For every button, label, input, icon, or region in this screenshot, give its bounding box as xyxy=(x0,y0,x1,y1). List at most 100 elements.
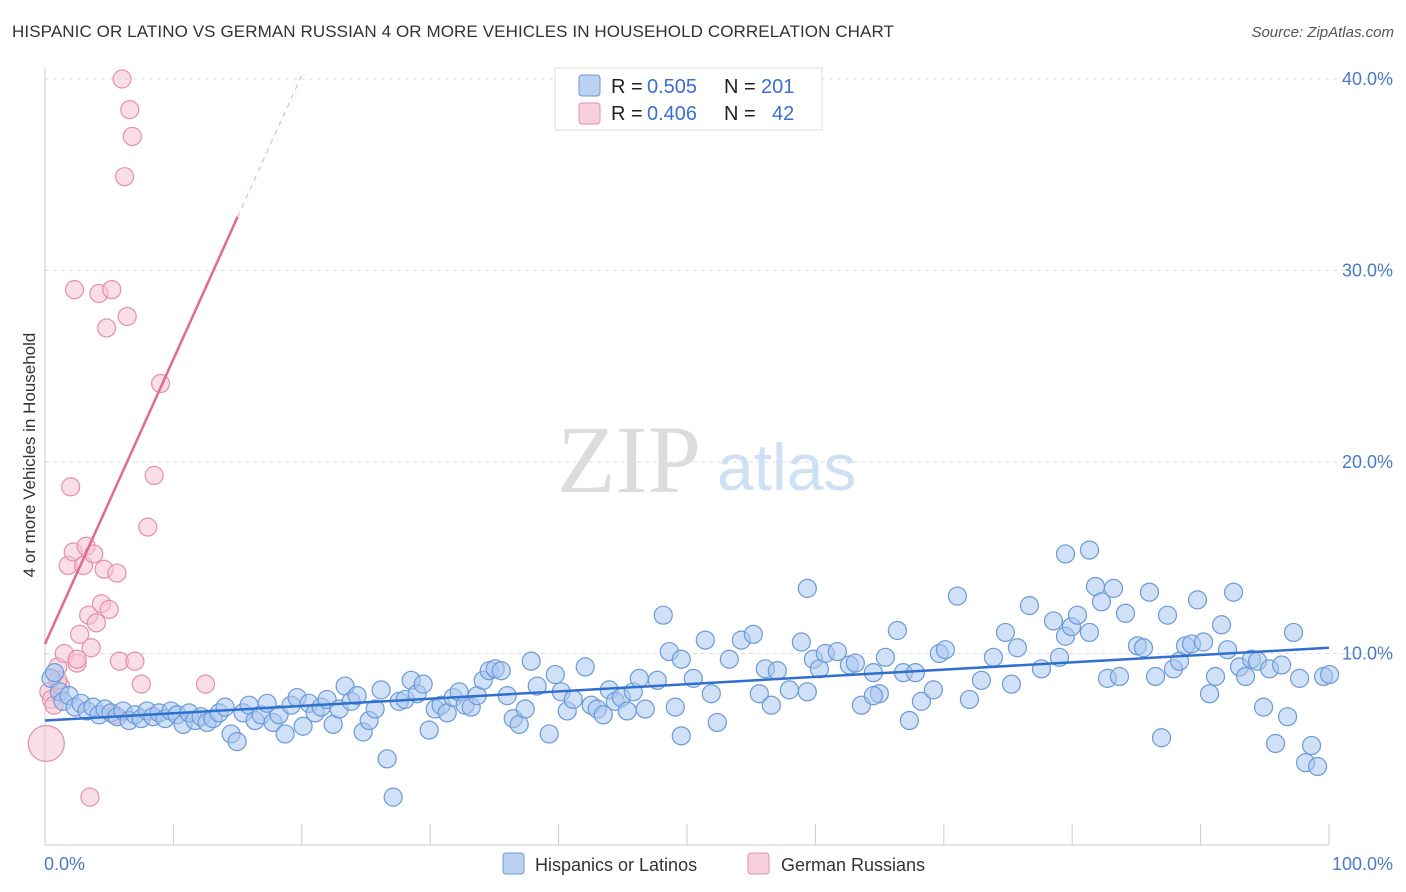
german-russians-point-35 xyxy=(131,674,151,694)
hispanics-point-140 xyxy=(995,622,1016,643)
hispanics-point-154 xyxy=(1103,578,1124,598)
legend-r-label-2: R = xyxy=(611,103,643,125)
hispanics-point-105 xyxy=(695,630,715,650)
german-russians-point-32 xyxy=(120,100,140,120)
hispanics-point-159 xyxy=(1139,582,1160,602)
hispanics-point-107 xyxy=(707,712,727,733)
bottom-legend-swatch-hispanics xyxy=(502,852,525,875)
hispanics-point-143 xyxy=(1019,596,1040,616)
legend-n-label-2: N = xyxy=(724,103,756,125)
hispanics-point-136 xyxy=(947,586,968,606)
hispanics-point-43 xyxy=(293,716,313,736)
hispanics-point-114 xyxy=(767,661,787,681)
hispanics-point-169 xyxy=(1199,684,1220,704)
hispanics-point-58 xyxy=(383,787,403,807)
bottom-legend-label-german-russians: German Russians xyxy=(781,855,925,875)
german-russians-point-39 xyxy=(195,674,216,694)
legend-r-value-1: 0.505 xyxy=(647,76,697,98)
hispanics-point-152 xyxy=(1091,592,1112,612)
legend: R = 0.505 N = 201 R = 0.406 N = 42 xyxy=(554,67,823,131)
hispanics-point-133 xyxy=(923,680,943,700)
legend-n-label-1: N = xyxy=(724,76,756,98)
hispanics-point-111 xyxy=(749,684,769,704)
hispanics-point-150 xyxy=(1079,622,1100,643)
german-russians-point-23 xyxy=(97,318,117,338)
hispanics-point-189 xyxy=(1319,664,1340,685)
german-russians-point-30 xyxy=(115,167,135,187)
hispanics-point-178 xyxy=(1253,697,1274,717)
x-tick-label-1: 100.0% xyxy=(1332,854,1393,874)
legend-r-label-1: R = xyxy=(611,76,643,98)
legend-n-value-2: 42 xyxy=(772,103,794,125)
hispanics-point-1 xyxy=(45,663,65,683)
y-tick-label-1: 20.0% xyxy=(1342,452,1393,472)
hispanics-point-128 xyxy=(887,620,907,641)
german-russians-point-19 xyxy=(86,613,106,633)
hispanics-point-113 xyxy=(761,695,781,715)
german-russians-point-34 xyxy=(125,651,145,671)
german-russians-point-10 xyxy=(64,280,85,300)
hispanics-point-184 xyxy=(1289,668,1310,688)
german-russians-point-31 xyxy=(117,306,137,327)
hispanics-points xyxy=(41,540,1340,807)
german-russians-trend-extension xyxy=(237,74,303,218)
hispanics-point-158 xyxy=(1133,638,1154,658)
hispanics-point-81 xyxy=(521,651,541,671)
hispanics-point-84 xyxy=(545,664,565,685)
german-russians-point-8 xyxy=(61,477,81,497)
german-russians-point-0 xyxy=(27,724,65,763)
bottom-legend-swatch-german-russians xyxy=(747,852,770,875)
hispanics-point-173 xyxy=(1223,582,1244,602)
hispanics-point-190 xyxy=(863,686,883,706)
hispanics-point-57 xyxy=(377,749,397,769)
watermark: ZIP atlas xyxy=(557,406,856,513)
hispanics-point-181 xyxy=(1271,655,1292,675)
axes xyxy=(44,68,1330,846)
hispanics-point-172 xyxy=(1217,640,1238,660)
hispanics-point-32 xyxy=(227,731,247,752)
legend-swatch-blue xyxy=(578,74,601,97)
hispanics-point-183 xyxy=(1283,622,1304,643)
hispanics-point-168 xyxy=(1193,632,1214,652)
hispanics-point-80 xyxy=(515,699,535,719)
hispanics-point-167 xyxy=(1187,590,1208,610)
hispanics-point-139 xyxy=(983,647,1004,667)
german-russians-point-24 xyxy=(99,599,119,620)
german-russians-point-16 xyxy=(80,787,100,807)
watermark-atlas: atlas xyxy=(717,430,856,504)
hispanics-point-175 xyxy=(1235,666,1256,687)
hispanics-point-162 xyxy=(1157,605,1178,625)
x-tick-labels: 0.0% 100.0% xyxy=(44,854,1393,874)
trend-lines xyxy=(43,74,1330,722)
hispanics-point-187 xyxy=(1307,756,1328,777)
german-russians-point-36 xyxy=(138,517,158,537)
hispanics-point-83 xyxy=(539,724,559,744)
hispanics-point-141 xyxy=(1001,674,1022,694)
hispanics-point-108 xyxy=(719,649,739,669)
hispanics-point-102 xyxy=(665,697,685,717)
hispanics-point-91 xyxy=(593,705,613,725)
hispanics-point-116 xyxy=(791,632,811,652)
hispanics-point-142 xyxy=(1007,638,1028,658)
german-russians-trend-line xyxy=(43,216,239,645)
hispanics-point-145 xyxy=(1043,611,1064,631)
legend-n-value-1: 201 xyxy=(761,76,794,98)
chart-source: Source: ZipAtlas.com xyxy=(1251,24,1394,41)
hispanics-point-98 xyxy=(635,699,655,719)
hispanics-point-55 xyxy=(365,699,385,719)
hispanics-point-88 xyxy=(575,657,595,677)
german-russians-point-27 xyxy=(107,563,127,583)
hispanics-point-30 xyxy=(215,697,235,717)
german-russians-point-25 xyxy=(102,280,122,300)
hispanics-point-123 xyxy=(845,653,865,673)
y-tick-label-2: 30.0% xyxy=(1342,261,1393,281)
german-russians-point-33 xyxy=(122,126,142,147)
hispanics-point-161 xyxy=(1151,728,1172,748)
hispanics-point-182 xyxy=(1277,707,1298,727)
hispanics-point-156 xyxy=(1115,603,1136,623)
hispanics-point-117 xyxy=(797,682,817,702)
x-tick-label-0: 0.0% xyxy=(44,854,85,874)
hispanics-trend-line xyxy=(44,646,1330,722)
legend-swatch-pink xyxy=(578,102,601,125)
